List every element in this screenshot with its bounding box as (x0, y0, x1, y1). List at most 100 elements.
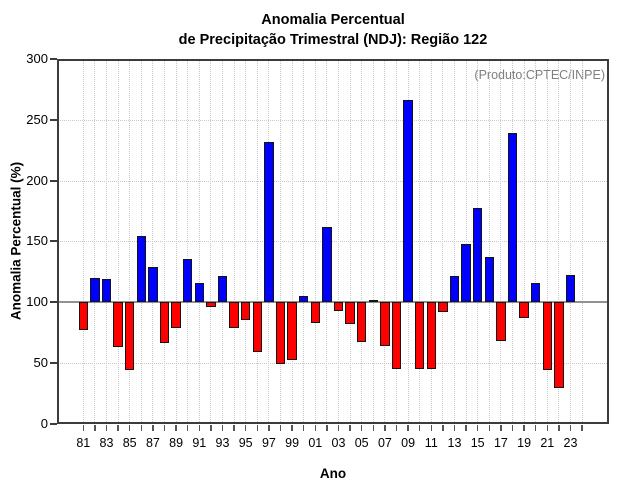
y-tick-label: 300 (26, 51, 48, 66)
bar-below-normal (496, 302, 506, 341)
y-tick-label: 250 (26, 111, 48, 127)
x-tick-label: 91 (192, 436, 207, 450)
bar-below-normal (426, 302, 437, 369)
bar-below-normal (554, 302, 564, 389)
x-axis-tick (128, 424, 131, 431)
x-axis-tick (546, 424, 549, 431)
x-tick-label: 09 (401, 436, 416, 450)
x-axis-tick (175, 424, 177, 431)
baseline-100-line (57, 301, 609, 303)
x-axis-tick (500, 424, 502, 431)
x-axis-tick (349, 424, 351, 431)
bar-below-normal (438, 302, 448, 312)
x-axis-tick (244, 424, 247, 431)
x-axis-tick (105, 424, 108, 431)
y-tick-label: 0 (40, 415, 48, 431)
y-axis-tick (50, 240, 57, 243)
bar-above-normal (264, 141, 274, 302)
bar-below-normal (542, 302, 553, 371)
horizontal-gridline (57, 362, 609, 364)
x-tick-label: 17 (493, 436, 508, 450)
y-axis-tick (50, 422, 57, 425)
x-tick-label: 05 (354, 436, 369, 450)
x-axis-tick (186, 424, 189, 431)
bar-below-normal (333, 302, 344, 311)
x-axis-tick (418, 424, 421, 431)
bar-above-normal (484, 257, 495, 302)
y-axis-tick (50, 301, 57, 303)
bar-above-normal (148, 266, 158, 302)
x-axis-tick (453, 424, 456, 431)
y-axis-tick (50, 361, 57, 364)
x-axis-tick (430, 424, 433, 431)
bar-above-normal (322, 226, 332, 302)
x-axis-tick (558, 424, 560, 431)
x-axis-tick (360, 424, 363, 431)
bar-below-normal (171, 302, 181, 328)
x-axis-tick (581, 424, 583, 431)
x-tick-label: 81 (76, 436, 91, 450)
x-tick-label: 85 (122, 436, 137, 450)
bar-below-normal (252, 302, 263, 352)
x-tick-label: 15 (470, 436, 485, 450)
bar-above-normal (530, 282, 541, 302)
bar-above-normal (298, 295, 309, 302)
bar-below-normal (310, 302, 321, 323)
bar-below-normal (391, 302, 402, 369)
bar-above-normal (136, 236, 147, 302)
x-axis-tick (407, 424, 409, 431)
x-tick-label: 99 (285, 436, 300, 450)
x-tick-label: 01 (308, 436, 323, 450)
bar-below-normal (159, 302, 170, 344)
x-axis-tick (384, 424, 386, 431)
horizontal-gridline (57, 119, 609, 121)
x-axis-tick (152, 424, 154, 431)
x-axis-title: Ano (319, 466, 347, 481)
bar-above-normal (368, 299, 379, 302)
x-tick-label: 11 (424, 436, 438, 450)
chart-title-line1: Anomalia Percentual (261, 12, 405, 28)
x-tick-label: 03 (331, 436, 346, 450)
x-tick-label: 13 (447, 436, 462, 450)
x-axis-tick (279, 424, 282, 431)
x-axis-tick (523, 424, 525, 431)
x-tick-label: 95 (238, 436, 253, 450)
x-axis-tick (163, 424, 166, 431)
y-axis-tick (50, 58, 57, 60)
bar-above-normal (403, 100, 413, 302)
y-tick-label: 100 (26, 294, 48, 309)
bar-below-normal (229, 302, 239, 328)
x-axis-tick (488, 424, 491, 431)
x-axis-tick (210, 424, 212, 431)
y-tick-label: 150 (26, 233, 48, 249)
x-axis-tick (256, 424, 259, 431)
bar-below-normal (345, 302, 355, 324)
bar-above-normal (449, 276, 460, 302)
x-axis-tick (117, 424, 119, 431)
x-tick-label: 83 (99, 436, 114, 450)
bar-below-normal (78, 302, 89, 330)
bar-below-normal (113, 302, 123, 347)
y-tick-label: 200 (26, 172, 48, 188)
bar-above-normal (461, 243, 471, 302)
bar-above-normal (565, 275, 576, 302)
x-axis-tick (314, 424, 317, 431)
horizontal-gridline (57, 180, 609, 182)
x-tick-label: 07 (377, 436, 392, 450)
x-axis-tick (268, 424, 270, 431)
x-tick-label: 93 (215, 436, 230, 450)
plot-area (57, 59, 609, 424)
bar-above-normal (472, 208, 483, 302)
x-axis-tick (476, 424, 479, 431)
x-tick-label: 19 (517, 436, 532, 450)
bar-above-normal (507, 133, 518, 302)
bar-above-normal (90, 277, 100, 302)
x-axis-tick (233, 424, 235, 431)
bar-below-normal (240, 302, 251, 321)
x-axis-tick (198, 424, 201, 431)
x-axis-tick (94, 424, 96, 431)
x-axis-tick (442, 424, 444, 431)
x-axis-tick (82, 424, 85, 431)
x-tick-label: 89 (169, 436, 184, 450)
